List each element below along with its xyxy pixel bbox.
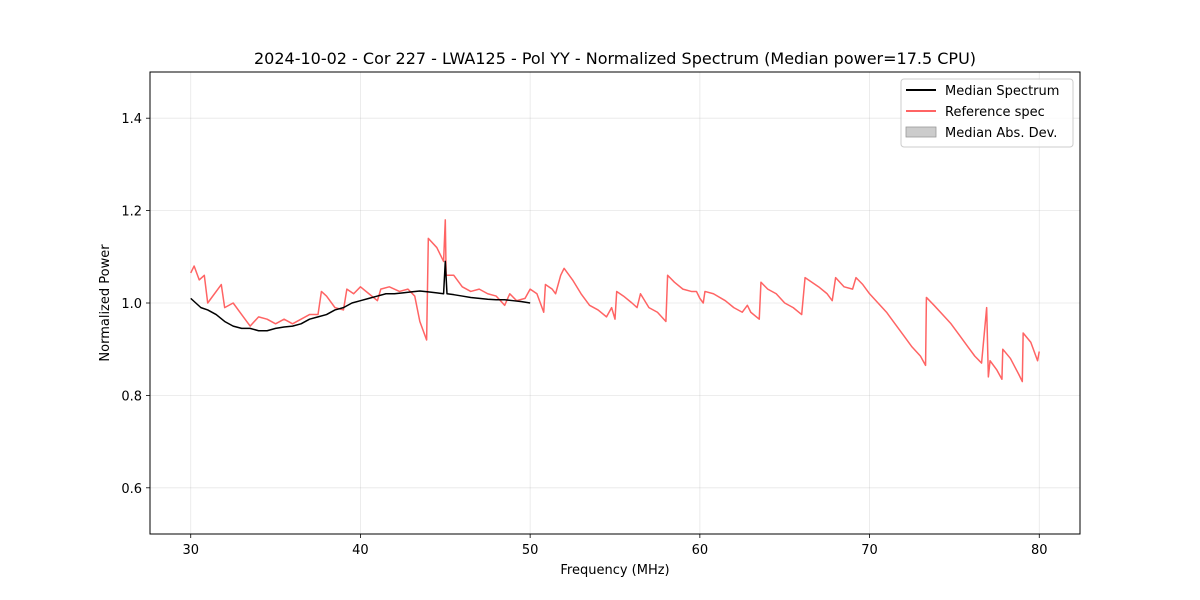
legend-swatch-mad <box>905 126 937 138</box>
y-tick-label: 0.8 <box>121 389 142 404</box>
y-tick-label: 1.4 <box>121 112 142 127</box>
chart-title: 2024-10-02 - Cor 227 - LWA125 - Pol YY -… <box>254 49 976 68</box>
y-tick-label: 1.2 <box>121 205 142 220</box>
legend-label-mad: Median Abs. Dev. <box>945 126 1057 141</box>
y-tick-label: 1.0 <box>121 297 142 312</box>
x-axis-label: Frequency (MHz) <box>560 563 669 578</box>
median-spectrum-line <box>190 260 531 332</box>
x-tick-label: 70 <box>861 543 878 558</box>
x-tick-label: 40 <box>352 543 369 558</box>
legend-label-reference: Reference spec <box>945 105 1045 120</box>
legend: Median Spectrum Reference spec Median Ab… <box>900 78 1074 148</box>
x-tick-label: 60 <box>692 543 709 558</box>
reference-spec-line <box>190 219 1041 383</box>
x-tick-label: 50 <box>522 543 539 558</box>
axis-ticks: 30 40 50 60 70 80 0.6 0.8 1.0 1.2 1.4 <box>121 112 1047 558</box>
y-tick-label: 0.6 <box>121 482 142 497</box>
x-tick-label: 80 <box>1031 543 1048 558</box>
plot-series <box>190 219 1041 383</box>
x-tick-label: 30 <box>182 543 199 558</box>
y-axis-label: Normalized Power <box>98 244 113 362</box>
legend-box <box>900 78 1074 148</box>
legend-label-median: Median Spectrum <box>945 84 1059 99</box>
